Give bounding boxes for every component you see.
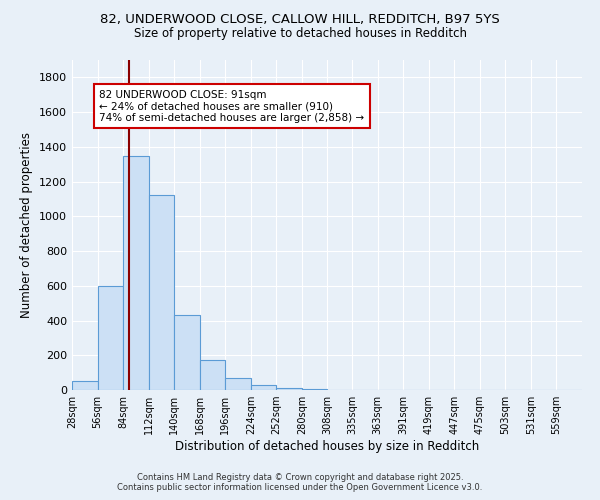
Bar — [149, 196, 174, 390]
Text: 82, UNDERWOOD CLOSE, CALLOW HILL, REDDITCH, B97 5YS: 82, UNDERWOOD CLOSE, CALLOW HILL, REDDIT… — [100, 12, 500, 26]
X-axis label: Distribution of detached houses by size in Redditch: Distribution of detached houses by size … — [175, 440, 479, 453]
Bar — [98, 286, 123, 390]
Text: Contains HM Land Registry data © Crown copyright and database right 2025.
Contai: Contains HM Land Registry data © Crown c… — [118, 473, 482, 492]
Text: Size of property relative to detached houses in Redditch: Size of property relative to detached ho… — [133, 28, 467, 40]
Bar — [200, 360, 225, 390]
Bar — [72, 382, 98, 390]
Y-axis label: Number of detached properties: Number of detached properties — [20, 132, 34, 318]
Bar — [277, 388, 302, 390]
Text: 82 UNDERWOOD CLOSE: 91sqm
← 24% of detached houses are smaller (910)
74% of semi: 82 UNDERWOOD CLOSE: 91sqm ← 24% of detac… — [100, 90, 364, 122]
Bar — [251, 385, 277, 390]
Bar — [123, 156, 149, 390]
Bar — [174, 316, 200, 390]
Bar — [225, 378, 251, 390]
